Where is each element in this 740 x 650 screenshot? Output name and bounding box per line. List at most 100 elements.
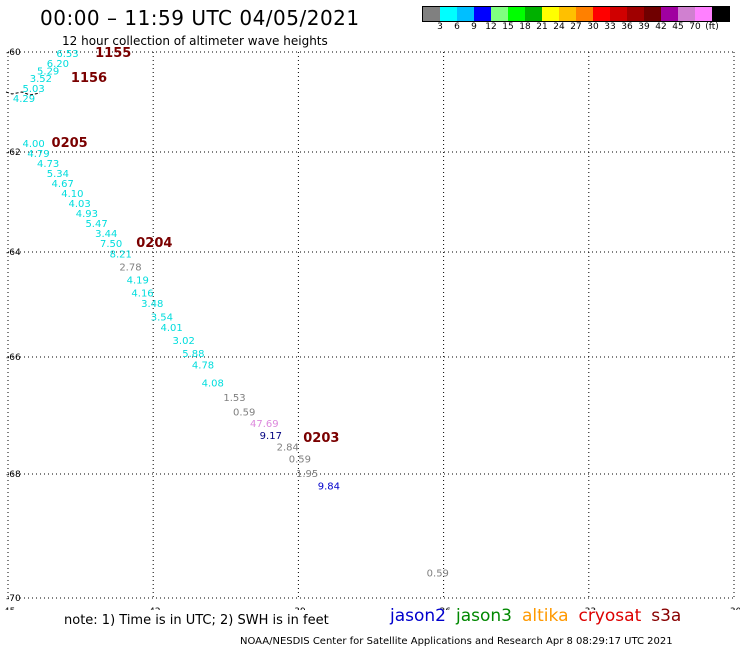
- satellite-legend-jason3: jason3: [456, 606, 512, 626]
- wave-height-map: -45 -42 -39 -36 -33 -30 -60 -62 -64 -66 -68 -70 6.53…: [1, 46, 740, 610]
- coastline-fragment: [5, 91, 41, 96]
- y-tick-label: -64: [6, 248, 21, 258]
- x-tick-label: -30: [727, 607, 740, 610]
- satellite-legend-altika: altika: [522, 606, 569, 626]
- wave-height-point: 4.08: [202, 378, 224, 389]
- color-scale-label: 15: [502, 22, 514, 32]
- color-scale-label: 12: [485, 22, 497, 32]
- color-scale-swatch: [542, 7, 559, 21]
- wave-height-point: 8.21: [110, 249, 132, 260]
- color-scale-label: 18: [519, 22, 531, 32]
- color-scale-label: 70: [689, 22, 701, 32]
- wave-height-point: 0.59: [233, 408, 255, 419]
- color-scale-label: 36: [621, 22, 633, 32]
- x-tick-label: -39: [291, 607, 306, 610]
- color-scale-label: (ft): [705, 22, 719, 32]
- satellite-legend-cryosat: cryosat: [578, 606, 642, 626]
- wave-height-point: 2.78: [119, 262, 141, 273]
- y-tick-label: -62: [6, 148, 21, 158]
- color-scale-swatch: [695, 7, 712, 21]
- wave-height-point: 3.54: [151, 312, 173, 323]
- color-scale-swatch: [508, 7, 525, 21]
- color-scale-label: 9: [471, 22, 477, 32]
- pass-time-label: 1156: [71, 71, 107, 86]
- y-tick-label: -66: [6, 353, 21, 363]
- wave-height-point: 6.20: [47, 59, 69, 70]
- color-scale-swatch: [559, 7, 576, 21]
- wave-height-point: 5.34: [47, 169, 69, 180]
- wave-height-point: 5.29: [37, 67, 59, 78]
- color-scale-label: 30: [587, 22, 599, 32]
- x-tick-label: -36: [436, 607, 451, 610]
- wave-height-point: 3.52: [30, 74, 52, 85]
- footer-note: note: 1) Time is in UTC; 2) SWH is in fe…: [64, 613, 329, 628]
- color-scale-label: 21: [536, 22, 548, 32]
- pass-time-label: 0204: [136, 236, 172, 251]
- chart-title: 00:00 – 11:59 UTC 04/05/2021: [40, 6, 360, 30]
- y-tick-label: -70: [6, 594, 21, 604]
- wave-height-point: 6.53: [56, 49, 78, 60]
- color-scale-swatch: [457, 7, 474, 21]
- satellite-legend: jason2 jason3 altika cryosat s3a: [390, 606, 691, 626]
- wave-height-point: 5.03: [23, 84, 45, 95]
- color-scale-swatch: [491, 7, 508, 21]
- wave-height-point: 4.10: [61, 189, 83, 200]
- pass-time-label: 0205: [52, 136, 88, 151]
- color-scale-swatch: [525, 7, 542, 21]
- color-scale-swatch: [644, 7, 661, 21]
- wave-height-point: 4.67: [52, 179, 74, 190]
- color-scale-swatch: [610, 7, 627, 21]
- color-scale-swatch: [678, 7, 695, 21]
- color-scale-swatch: [440, 7, 457, 21]
- wave-height-point: 47.69: [250, 419, 279, 430]
- wave-height-point: 3.02: [173, 336, 195, 347]
- x-tick-label: -42: [146, 607, 161, 610]
- wave-height-point: 4.01: [160, 323, 182, 334]
- color-scale-swatch: [593, 7, 610, 21]
- x-tick-label: -33: [581, 607, 596, 610]
- wave-height-point: 2.84: [277, 443, 299, 454]
- wave-height-point: 4.29: [13, 94, 35, 105]
- color-scale-swatch: [474, 7, 491, 21]
- color-scale-swatch: [627, 7, 644, 21]
- pass-time-label: 0203: [303, 431, 339, 446]
- color-scale-swatch: [661, 7, 678, 21]
- x-tick-label: -45: [1, 607, 16, 610]
- wave-height-point: 4.03: [69, 199, 91, 210]
- color-scale-label: 42: [655, 22, 667, 32]
- color-scale-swatch: [423, 7, 440, 21]
- wave-height-point: 4.00: [23, 139, 45, 150]
- wave-height-point: 5.88: [182, 349, 204, 360]
- wave-height-point: 4.19: [127, 276, 149, 287]
- wave-height-point: 3.44: [95, 229, 117, 240]
- wave-height-point: 4.79: [27, 149, 49, 160]
- color-scale-label: 45: [672, 22, 684, 32]
- wave-height-point: 4.73: [37, 159, 59, 170]
- color-scale-label: 3: [437, 22, 443, 32]
- wave-height-point: 9.17: [260, 431, 282, 442]
- wave-height-point: 1.95: [296, 469, 318, 480]
- chart-subtitle: 12 hour collection of altimeter wave hei…: [62, 34, 328, 48]
- wave-height-point: 5.47: [85, 219, 107, 230]
- color-scale-label: 39: [638, 22, 650, 32]
- y-tick-label: -68: [6, 470, 21, 480]
- satellite-legend-s3a: s3a: [651, 606, 682, 626]
- wave-height-point: 0.59: [427, 568, 449, 579]
- color-scale-legend: [422, 6, 730, 22]
- wave-height-point: 3.48: [141, 299, 163, 310]
- wave-height-point: 4.93: [76, 209, 98, 220]
- color-scale-label: 27: [570, 22, 582, 32]
- wave-height-point: 9.84: [318, 482, 340, 493]
- wave-height-point: 7.50: [100, 239, 122, 250]
- color-scale-swatch: [576, 7, 593, 21]
- color-scale-label: 6: [454, 22, 460, 32]
- wave-height-point: 4.16: [131, 289, 153, 300]
- wave-height-point: 0.59: [289, 454, 311, 465]
- color-scale-swatch: [712, 7, 729, 21]
- satellite-legend-jason2: jason2: [390, 606, 446, 626]
- y-tick-label: -60: [6, 48, 21, 58]
- pass-time-label: 1155: [95, 46, 131, 61]
- color-scale-label: 24: [553, 22, 565, 32]
- wave-height-point: 1.53: [223, 393, 245, 404]
- wave-height-point: 4.78: [192, 361, 214, 372]
